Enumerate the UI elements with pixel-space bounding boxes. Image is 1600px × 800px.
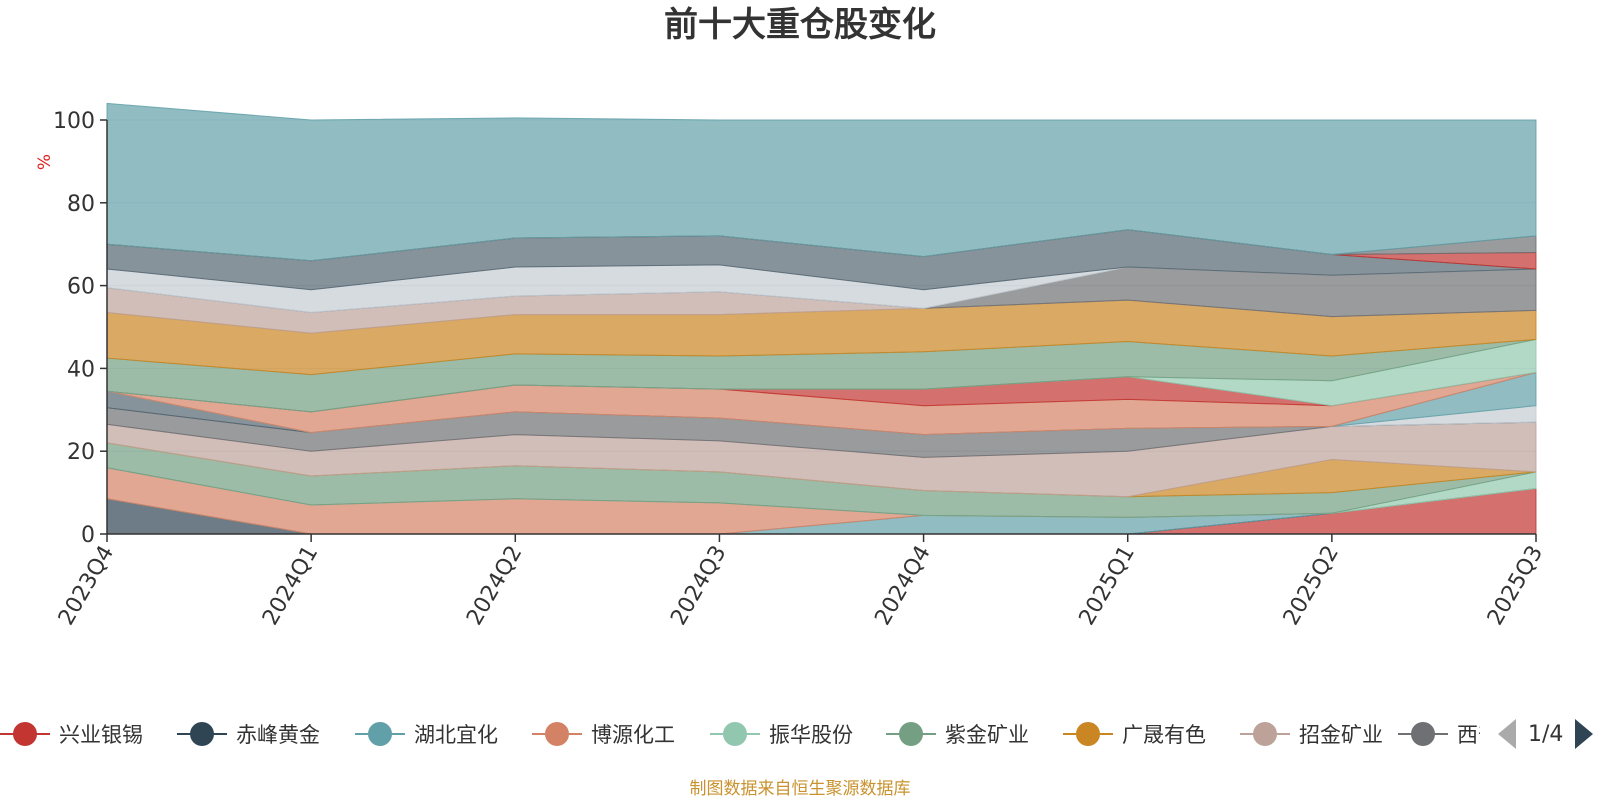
legend-item[interactable]: 西部矿业 [1398,712,1480,756]
legend-pager: 1/4 [1498,712,1594,756]
legend-marker-icon [1063,712,1113,756]
chart-legend: 兴业银锡 赤峰黄金 湖北宜化 博源化工 振华股份 紫金矿业 广晟有色 招金矿业 西部矿业 [0,712,1600,756]
area-series-其他[interactable] [106,102,1537,262]
legend-marker-icon [710,712,760,756]
y-tick-label: 80 [67,192,95,217]
x-tick-label: 2023Q4 [54,542,119,630]
legend-label: 西部矿业 [1457,723,1480,747]
y-axis-unit-label: % [35,154,55,170]
legend-page-indicator: 1/4 [1528,721,1564,747]
legend-item[interactable]: 博源化工 [532,712,675,756]
x-tick-label: 2024Q3 [666,542,731,630]
y-tick-label: 0 [81,523,95,548]
legend-label: 招金矿业 [1299,723,1383,747]
y-tick-label: 100 [53,109,95,134]
y-tick-label: 60 [67,275,95,300]
triangle-left-icon[interactable] [1498,719,1516,749]
legend-item[interactable]: 赤峰黄金 [177,712,320,756]
legend-overflow-clip: 西部矿业 [1398,712,1480,756]
x-tick-label: 2025Q3 [1483,542,1548,630]
legend-item[interactable]: 紫金矿业 [886,712,1029,756]
triangle-right-icon[interactable] [1575,719,1594,749]
legend-marker-icon [886,712,936,756]
x-tick-label: 2025Q1 [1075,542,1140,630]
area-series [106,102,1537,535]
legend-marker-icon [1398,712,1448,756]
legend-item[interactable]: 湖北宜化 [355,712,498,756]
legend-marker-icon [0,712,50,756]
x-tick-label: 2024Q2 [462,542,527,630]
legend-marker-icon [1240,712,1290,756]
legend-label: 湖北宜化 [414,723,498,747]
legend-label: 博源化工 [591,723,675,747]
source-note: 制图数据来自恒生聚源数据库 [689,779,911,799]
legend-label: 紫金矿业 [945,723,1029,747]
legend-label: 赤峰黄金 [236,723,320,747]
legend-item[interactable]: 振华股份 [710,712,853,756]
x-tick-label: 2024Q1 [258,542,323,630]
chart-title: 前十大重仓股变化 [664,5,936,45]
x-tick-label: 2024Q4 [870,542,935,630]
legend-label: 振华股份 [769,723,853,747]
legend-item[interactable]: 招金矿业 [1240,712,1383,756]
y-tick-label: 20 [67,440,95,465]
legend-label: 广晟有色 [1122,723,1206,747]
x-tick-label: 2025Q2 [1279,542,1344,630]
legend-marker-icon [532,712,582,756]
legend-marker-icon [177,712,227,756]
legend-label: 兴业银锡 [59,723,143,747]
legend-item[interactable]: 兴业银锡 [0,712,143,756]
legend-marker-icon [355,712,405,756]
y-tick-label: 40 [67,357,95,382]
legend-item[interactable]: 广晟有色 [1063,712,1206,756]
